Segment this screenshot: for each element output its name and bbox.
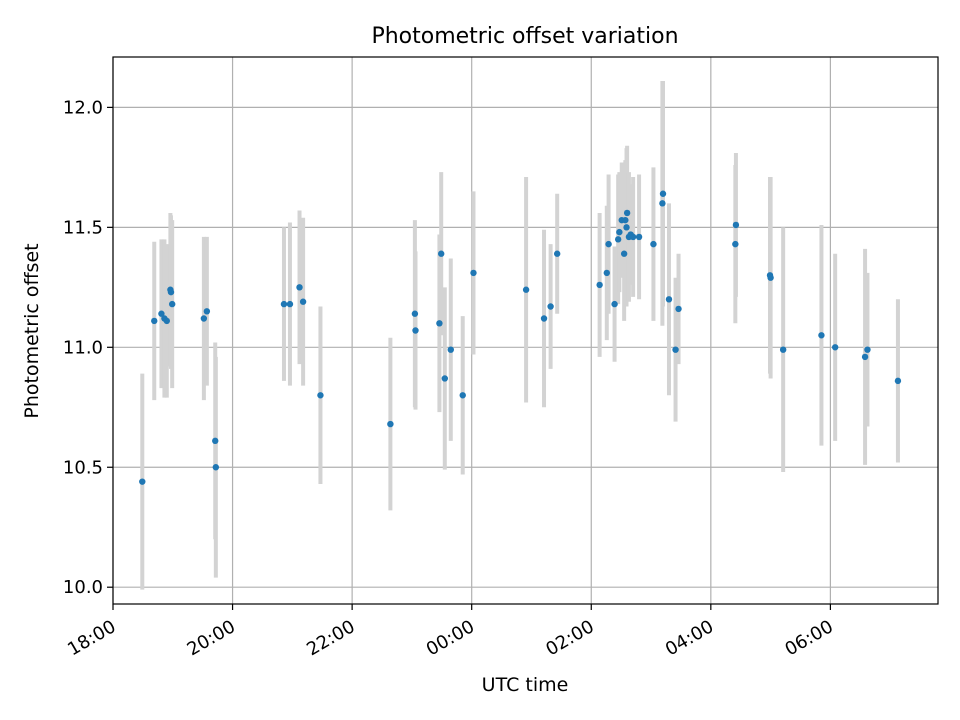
data-point bbox=[540, 315, 548, 322]
y-axis: 10.0 10.5 11.0 11.5 12.0 bbox=[63, 97, 113, 598]
data-point bbox=[616, 228, 623, 236]
data-point bbox=[622, 216, 629, 224]
x-axis-label: UTC time bbox=[482, 674, 569, 696]
data-point bbox=[861, 353, 869, 361]
data-point bbox=[732, 221, 740, 229]
data-point bbox=[818, 332, 825, 339]
data-point bbox=[459, 392, 466, 399]
data-point bbox=[296, 284, 303, 291]
data-point bbox=[614, 236, 622, 243]
data-point bbox=[864, 346, 871, 353]
data-point bbox=[438, 250, 445, 257]
data-point bbox=[831, 344, 839, 351]
data-point bbox=[675, 305, 682, 313]
data-point bbox=[553, 250, 561, 257]
data-point bbox=[659, 190, 667, 197]
data-point bbox=[280, 300, 288, 308]
data-point bbox=[163, 317, 171, 325]
data-point bbox=[623, 224, 630, 231]
data-points bbox=[139, 190, 902, 485]
data-point bbox=[447, 346, 454, 353]
data-point bbox=[603, 269, 611, 277]
y-tick-label: 10.0 bbox=[63, 577, 103, 598]
y-tick-label: 12.0 bbox=[63, 97, 103, 118]
data-point bbox=[151, 317, 158, 325]
data-point bbox=[436, 320, 443, 327]
data-point bbox=[894, 377, 902, 385]
data-point bbox=[212, 464, 220, 471]
data-point bbox=[203, 308, 211, 315]
data-point bbox=[168, 300, 176, 308]
data-point bbox=[620, 250, 628, 257]
data-point bbox=[158, 310, 165, 317]
data-point bbox=[547, 303, 554, 310]
data-point bbox=[767, 274, 774, 281]
y-axis-label: Photometric offset bbox=[21, 243, 43, 418]
data-point bbox=[167, 288, 175, 296]
data-point bbox=[596, 281, 603, 289]
data-point bbox=[665, 296, 673, 303]
data-point bbox=[672, 346, 679, 353]
data-point bbox=[659, 200, 666, 207]
data-point bbox=[411, 310, 419, 317]
y-tick-label: 11.5 bbox=[63, 217, 103, 238]
data-point bbox=[200, 315, 208, 322]
data-point bbox=[522, 286, 530, 293]
plot-frame bbox=[112, 56, 939, 605]
data-point bbox=[441, 375, 448, 382]
data-point bbox=[732, 240, 739, 248]
data-point bbox=[605, 240, 612, 248]
data-point bbox=[286, 300, 294, 308]
data-point bbox=[387, 420, 394, 428]
grid bbox=[112, 57, 938, 604]
data-point bbox=[779, 346, 787, 353]
data-point bbox=[470, 269, 477, 277]
data-point bbox=[212, 437, 219, 445]
data-point bbox=[635, 233, 643, 241]
y-tick-label: 11.0 bbox=[63, 337, 103, 358]
data-point bbox=[299, 298, 307, 305]
data-point bbox=[139, 478, 146, 485]
data-point bbox=[629, 233, 637, 241]
y-tick-label: 10.5 bbox=[63, 457, 103, 478]
data-point bbox=[317, 392, 324, 399]
data-point bbox=[623, 209, 631, 217]
chart-title: Photometric offset variation bbox=[371, 24, 678, 49]
data-point bbox=[650, 240, 657, 248]
data-point bbox=[611, 300, 618, 308]
data-point bbox=[412, 327, 419, 334]
